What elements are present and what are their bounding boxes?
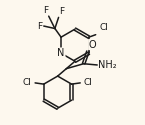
Text: NH₂: NH₂ <box>98 60 117 70</box>
Text: F: F <box>59 7 64 16</box>
Text: Cl: Cl <box>22 78 31 87</box>
Text: O: O <box>89 40 96 50</box>
Text: N: N <box>57 48 65 58</box>
Text: F: F <box>37 22 42 30</box>
Text: Cl: Cl <box>99 23 108 32</box>
Text: F: F <box>43 6 48 15</box>
Text: Cl: Cl <box>84 78 93 87</box>
